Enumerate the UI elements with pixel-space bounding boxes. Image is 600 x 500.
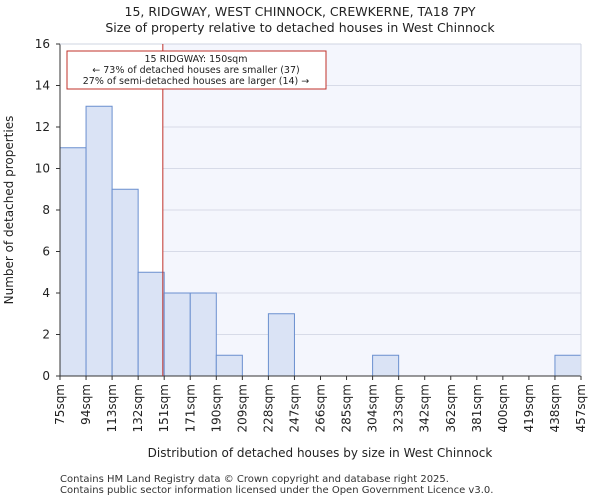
x-tick-label: 94sqm <box>79 384 93 425</box>
bar-113sqm <box>111 188 139 377</box>
annotation-box <box>66 50 327 90</box>
x-tick-label: 209sqm <box>235 384 249 432</box>
x-tick-label: 419sqm <box>522 384 536 432</box>
x-tick-label: 323sqm <box>392 384 406 432</box>
bar-171sqm <box>189 292 217 377</box>
x-tick-label: 171sqm <box>183 384 197 432</box>
bar-151sqm <box>163 292 191 377</box>
annotation-line-1: 15 RIDGWAY: 150sqm <box>145 54 248 65</box>
x-tick-label: 362sqm <box>444 384 458 432</box>
x-tick-label: 151sqm <box>157 384 171 432</box>
bar-228sqm <box>267 313 295 377</box>
y-tick-label: 2 <box>42 328 50 342</box>
footer-line-1: Contains HM Land Registry data © Crown c… <box>60 474 449 485</box>
x-tick-label: 113sqm <box>105 384 119 432</box>
x-tick-label: 342sqm <box>418 384 432 432</box>
x-tick-label: 438sqm <box>548 384 562 432</box>
x-tick-label: 75sqm <box>53 384 67 425</box>
y-tick-label: 0 <box>42 369 50 383</box>
footer-line-2: Contains public sector information licen… <box>60 485 494 496</box>
chart-subtitle: Size of property relative to detached ho… <box>105 20 495 35</box>
x-tick-label: 132sqm <box>131 384 145 432</box>
x-tick-label: 228sqm <box>261 384 275 432</box>
y-tick-label: 8 <box>42 203 50 217</box>
bar-132sqm <box>137 271 165 377</box>
y-tick-label: 4 <box>42 286 50 300</box>
x-tick-label: 381sqm <box>470 384 484 432</box>
y-tick-label: 6 <box>42 245 50 259</box>
bar-75sqm <box>59 147 87 377</box>
x-tick-label: 400sqm <box>496 384 510 432</box>
bar-190sqm <box>215 354 243 377</box>
x-tick-label: 190sqm <box>209 384 223 432</box>
y-tick-label: 10 <box>35 162 50 176</box>
x-tick-label: 285sqm <box>340 384 354 432</box>
bar-304sqm <box>372 354 400 377</box>
y-tick-label: 14 <box>35 79 50 93</box>
chart-title: 15, RIDGWAY, WEST CHINNOCK, CREWKERNE, T… <box>124 4 476 19</box>
y-axis-label: Number of detached properties <box>2 116 16 305</box>
bar-94sqm <box>85 105 113 377</box>
x-tick-label: 247sqm <box>287 384 301 432</box>
annotation-line-3: 27% of semi-detached houses are larger (… <box>83 76 310 87</box>
bar-438sqm <box>554 354 582 377</box>
x-tick-label: 266sqm <box>314 384 328 432</box>
annotation-line-2: ← 73% of detached houses are smaller (37… <box>92 65 299 76</box>
y-tick-label: 16 <box>35 37 50 51</box>
x-tick-label: 457sqm <box>574 384 588 432</box>
x-axis-label: Distribution of detached houses by size … <box>148 446 493 460</box>
x-tick-label: 304sqm <box>366 384 380 432</box>
y-tick-label: 12 <box>35 120 50 134</box>
